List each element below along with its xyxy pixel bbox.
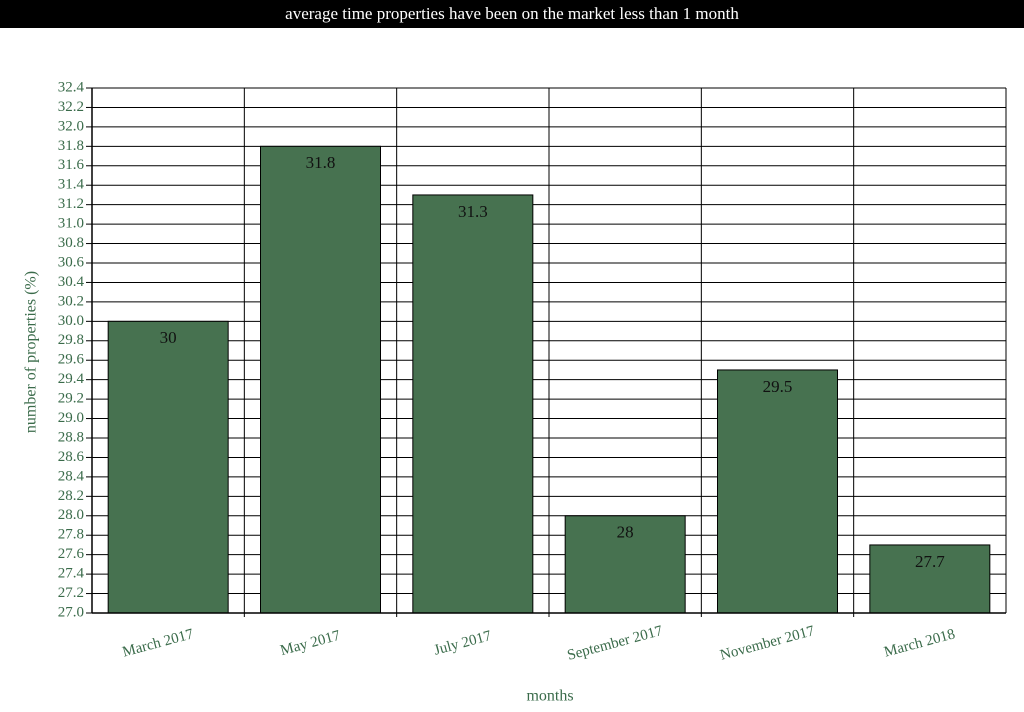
- x-axis-label: months: [526, 688, 573, 705]
- bar: [717, 369, 838, 614]
- x-tick-label: September 2017: [566, 623, 665, 664]
- x-tick-label: March 2017: [121, 626, 196, 660]
- y-tick-label: 27.6: [58, 546, 85, 562]
- y-tick-label: 27.4: [58, 566, 85, 582]
- value-label: 27.7: [915, 552, 945, 571]
- y-tick-label: 29.8: [58, 332, 84, 348]
- y-tick-label: 29.4: [58, 371, 85, 387]
- y-tick-label: 28.8: [58, 429, 84, 445]
- y-tick-label: 30.6: [58, 254, 85, 270]
- x-tick-label: November 2017: [718, 623, 816, 664]
- chart-title: average time properties have been on the…: [285, 4, 739, 23]
- y-tick-label: 31.2: [58, 196, 84, 212]
- x-tick-label: May 2017: [279, 628, 343, 659]
- y-tick-label: 31.4: [58, 177, 85, 193]
- y-tick-label: 30.2: [58, 293, 84, 309]
- y-tick-label: 29.0: [58, 410, 84, 426]
- y-tick-label: 27.2: [58, 585, 84, 601]
- value-label: 29.5: [763, 377, 793, 396]
- y-tick-label: 30.0: [58, 313, 84, 329]
- bar: [107, 320, 229, 614]
- y-tick-label: 29.2: [58, 391, 84, 407]
- y-tick-label: 28.6: [58, 449, 85, 465]
- y-tick-label: 32.4: [58, 79, 85, 95]
- y-tick-label: 30.4: [58, 274, 85, 290]
- y-tick-label: 28.2: [58, 488, 84, 504]
- y-tick-label: 32.2: [58, 99, 84, 115]
- value-label: 31.8: [306, 153, 336, 172]
- y-tick-label: 28.4: [58, 468, 85, 484]
- value-label: 30: [160, 328, 177, 347]
- x-tick-label: July 2017: [432, 628, 493, 659]
- y-tick-label: 28.0: [58, 507, 84, 523]
- y-tick-label: 27.8: [58, 527, 84, 543]
- bar: [260, 145, 381, 614]
- x-tick-label: March 2018: [882, 626, 957, 660]
- title-bar: [0, 0, 1024, 28]
- y-axis-label: number of properties (%): [23, 271, 40, 433]
- value-label: 31.3: [458, 202, 488, 221]
- y-tick-label: 31.8: [58, 138, 84, 154]
- y-tick-label: 31.0: [58, 216, 84, 232]
- y-tick-label: 32.0: [58, 118, 84, 134]
- value-label: 28: [617, 523, 634, 542]
- bar: [412, 194, 534, 614]
- y-tick-label: 27.0: [58, 604, 84, 620]
- y-tick-label: 30.8: [58, 235, 84, 251]
- y-tick-label: 29.6: [58, 352, 85, 368]
- y-tick-label: 31.6: [58, 157, 85, 173]
